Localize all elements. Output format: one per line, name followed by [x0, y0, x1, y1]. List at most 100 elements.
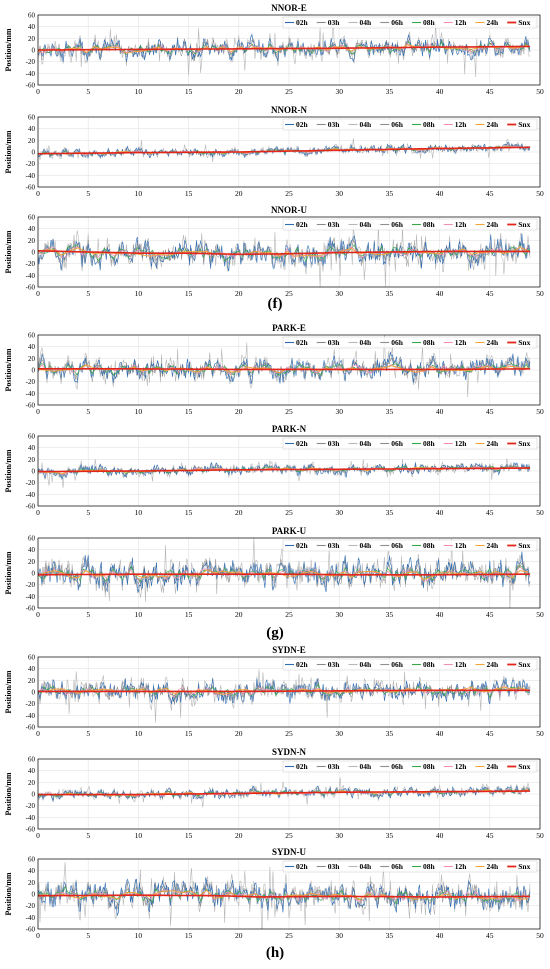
x-tick-label: 0: [36, 931, 40, 940]
y-tick-label: 60: [28, 535, 36, 543]
x-tick-label: 20: [235, 87, 243, 96]
legend-label-12h: 12h: [455, 660, 468, 669]
x-tick-label: 25: [285, 508, 293, 517]
y-tick-label: 20: [28, 779, 36, 787]
x-tick-label: 25: [285, 189, 293, 198]
legend-box-park-n: [282, 437, 538, 450]
legend-label-08h: 08h: [423, 660, 436, 669]
legend-label-06h: 06h: [391, 541, 404, 550]
x-tick-label: 35: [386, 610, 394, 619]
x-tick-label: 20: [235, 189, 243, 198]
x-tick-label: 0: [36, 189, 40, 198]
x-tick-label: 30: [335, 729, 343, 738]
x-tick-label: 10: [135, 189, 143, 198]
x-tick-label: 20: [235, 831, 243, 840]
y-tick-label: 60: [28, 214, 36, 222]
x-tick-label: 40: [436, 189, 444, 198]
x-tick-label: 20: [235, 610, 243, 619]
y-tick-label: -40: [26, 712, 36, 720]
x-tick-label: 50: [536, 508, 544, 517]
y-axis-label-sydn-n: Position/mm: [4, 772, 13, 815]
x-tick-label: 40: [436, 831, 444, 840]
legend-label-24h: 24h: [487, 862, 500, 871]
y-tick-label: -60: [26, 184, 36, 192]
group-label-f: (f): [267, 296, 283, 312]
group-label-h: (h): [265, 945, 285, 961]
series-line-Snx-park-e: [38, 367, 531, 371]
y-tick-label: -40: [26, 914, 36, 922]
legend-box-sydn-e: [282, 658, 538, 671]
x-tick-label: 30: [335, 931, 343, 940]
y-tick-label: 60: [28, 332, 36, 340]
x-tick-label: 30: [335, 289, 343, 298]
y-tick-label: -20: [26, 479, 36, 487]
legend-label-24h: 24h: [487, 220, 500, 229]
x-tick-label: 45: [486, 189, 494, 198]
legend-label-24h: 24h: [487, 660, 500, 669]
y-axis-label-sydn-e: Position/mm: [4, 670, 13, 713]
x-tick-label: 20: [235, 931, 243, 940]
legend-label-02h: 02h: [296, 862, 309, 871]
series-group-park-e: [38, 335, 531, 398]
legend-label-04h: 04h: [360, 762, 373, 771]
y-axis-label-sydn-u: Position/mm: [4, 872, 13, 915]
x-tick-label: 25: [285, 729, 293, 738]
legend-label-Snx: Snx: [518, 338, 530, 347]
legend-label-Snx: Snx: [518, 541, 530, 550]
x-tick-label: 40: [436, 729, 444, 738]
x-tick-label: 40: [436, 610, 444, 619]
y-tick-label: 20: [28, 137, 36, 145]
x-tick-label: 40: [436, 407, 444, 416]
x-tick-label: 40: [436, 289, 444, 298]
x-tick-label: 50: [536, 289, 544, 298]
x-tick-label: 30: [335, 508, 343, 517]
y-axis-label-park-n: Position/mm: [4, 449, 13, 492]
group-label-g: (g): [266, 625, 284, 641]
x-tick-label: 25: [285, 931, 293, 940]
x-tick-label: 30: [335, 610, 343, 619]
y-tick-label: 0: [32, 47, 36, 55]
series-line-Snx-nnor-n: [38, 146, 531, 155]
legend-label-12h: 12h: [455, 220, 468, 229]
legend-label-03h: 03h: [328, 660, 341, 669]
x-tick-label: 50: [536, 189, 544, 198]
legend-label-Snx: Snx: [518, 18, 530, 27]
legend-label-02h: 02h: [296, 762, 309, 771]
x-tick-label: 40: [436, 87, 444, 96]
legend-label-06h: 06h: [391, 862, 404, 871]
plot-frame-nnor-u: [37, 216, 541, 288]
y-tick-label: 40: [28, 546, 36, 554]
x-tick-label: 10: [135, 87, 143, 96]
y-tick-label: -40: [26, 491, 36, 499]
x-tick-label: 40: [436, 931, 444, 940]
plot-frame-park-u: [37, 537, 541, 609]
legend-label-08h: 08h: [423, 338, 436, 347]
legend-label-03h: 03h: [328, 18, 341, 27]
legend-label-24h: 24h: [487, 18, 500, 27]
y-tick-label: 20: [28, 35, 36, 43]
panel-title-park-n: PARK-N: [272, 424, 307, 434]
legend-label-04h: 04h: [360, 220, 373, 229]
x-tick-label: 15: [185, 610, 193, 619]
x-tick-label: 0: [36, 729, 40, 738]
y-tick-label: -60: [26, 605, 36, 613]
legend-label-08h: 08h: [423, 220, 436, 229]
legend-box-sydn-u: [282, 860, 538, 873]
y-tick-label: 0: [32, 689, 36, 697]
series-group-sydn-u: [38, 862, 531, 929]
legend-label-12h: 12h: [455, 439, 468, 448]
legend-label-06h: 06h: [391, 338, 404, 347]
y-tick-label: 60: [28, 433, 36, 441]
y-tick-label: -40: [26, 70, 36, 78]
x-tick-label: 35: [386, 831, 394, 840]
plot-frame-nnor-e: [37, 14, 541, 86]
x-tick-label: 15: [185, 87, 193, 96]
legend-label-08h: 08h: [423, 862, 436, 871]
x-tick-label: 10: [135, 931, 143, 940]
series-line-Snx-park-u: [38, 573, 530, 576]
x-tick-label: 45: [486, 87, 494, 96]
legend-box-sydn-n: [282, 760, 538, 773]
legend-label-12h: 12h: [455, 762, 468, 771]
x-tick-label: 15: [185, 289, 193, 298]
